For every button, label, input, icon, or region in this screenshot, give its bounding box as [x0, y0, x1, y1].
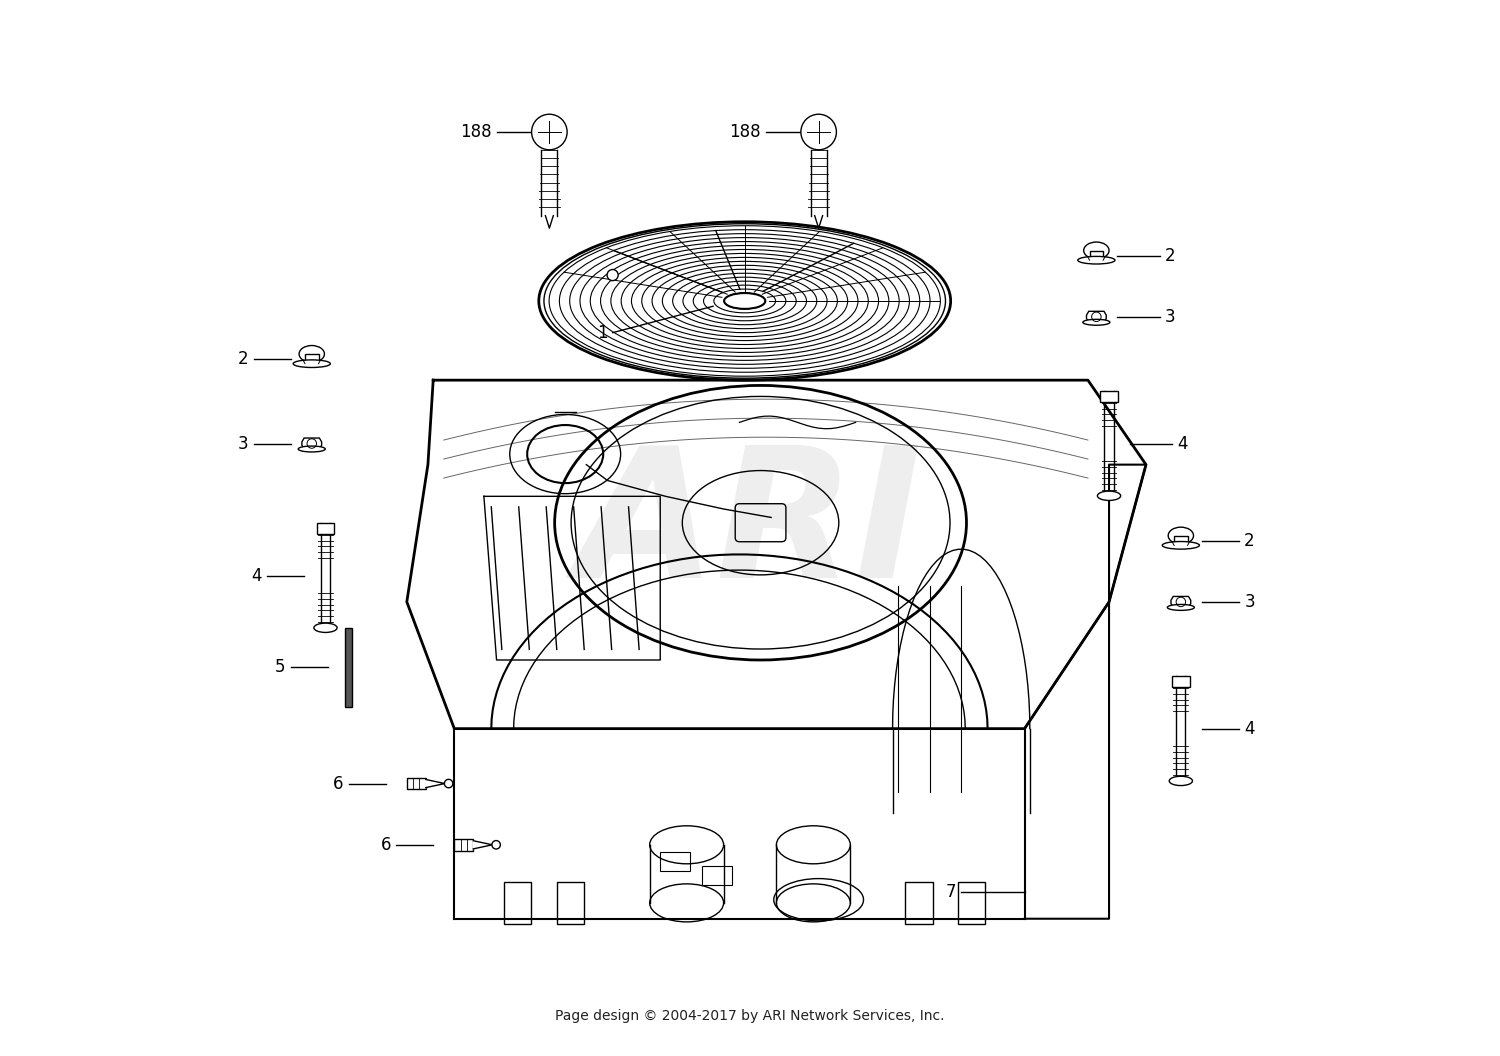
FancyBboxPatch shape	[1101, 392, 1118, 401]
Text: 5: 5	[274, 658, 285, 677]
FancyBboxPatch shape	[304, 355, 318, 363]
Text: 2: 2	[1244, 531, 1256, 550]
FancyBboxPatch shape	[345, 627, 352, 708]
Text: 4: 4	[1178, 434, 1188, 453]
Text: 2: 2	[238, 350, 249, 369]
Ellipse shape	[292, 360, 330, 367]
Polygon shape	[426, 779, 445, 788]
Ellipse shape	[1083, 319, 1110, 325]
Text: 188: 188	[459, 122, 492, 142]
Circle shape	[801, 114, 837, 150]
Polygon shape	[1086, 312, 1107, 322]
Circle shape	[444, 779, 453, 788]
FancyBboxPatch shape	[406, 777, 426, 790]
Text: 1: 1	[597, 323, 608, 342]
Text: 4: 4	[252, 566, 262, 585]
FancyBboxPatch shape	[454, 838, 474, 851]
Circle shape	[492, 841, 501, 849]
Ellipse shape	[314, 623, 338, 633]
Text: Page design © 2004-2017 by ARI Network Services, Inc.: Page design © 2004-2017 by ARI Network S…	[555, 1008, 945, 1023]
Ellipse shape	[298, 345, 324, 362]
Polygon shape	[1172, 597, 1191, 607]
Text: 188: 188	[729, 122, 760, 142]
Ellipse shape	[1083, 242, 1108, 259]
FancyBboxPatch shape	[1174, 536, 1188, 545]
Ellipse shape	[1167, 604, 1194, 610]
Ellipse shape	[298, 446, 326, 452]
Text: 3: 3	[1244, 592, 1256, 611]
Text: 6: 6	[381, 835, 392, 854]
Ellipse shape	[1098, 491, 1120, 501]
Ellipse shape	[1162, 542, 1200, 549]
Circle shape	[608, 269, 618, 281]
Circle shape	[531, 114, 567, 150]
Text: 6: 6	[333, 774, 344, 793]
Ellipse shape	[1168, 527, 1194, 544]
Ellipse shape	[1168, 776, 1192, 786]
FancyBboxPatch shape	[1089, 251, 1102, 260]
Text: 2: 2	[1166, 246, 1176, 265]
Ellipse shape	[1078, 257, 1114, 264]
FancyBboxPatch shape	[1172, 676, 1190, 686]
Polygon shape	[474, 841, 492, 849]
Text: 4: 4	[1244, 719, 1254, 738]
Ellipse shape	[724, 294, 765, 309]
FancyBboxPatch shape	[316, 523, 334, 533]
Text: 3: 3	[238, 434, 249, 453]
Text: 7: 7	[945, 883, 956, 902]
Text: ARI: ARI	[578, 440, 922, 616]
Polygon shape	[302, 438, 321, 449]
Text: 3: 3	[1166, 307, 1176, 326]
